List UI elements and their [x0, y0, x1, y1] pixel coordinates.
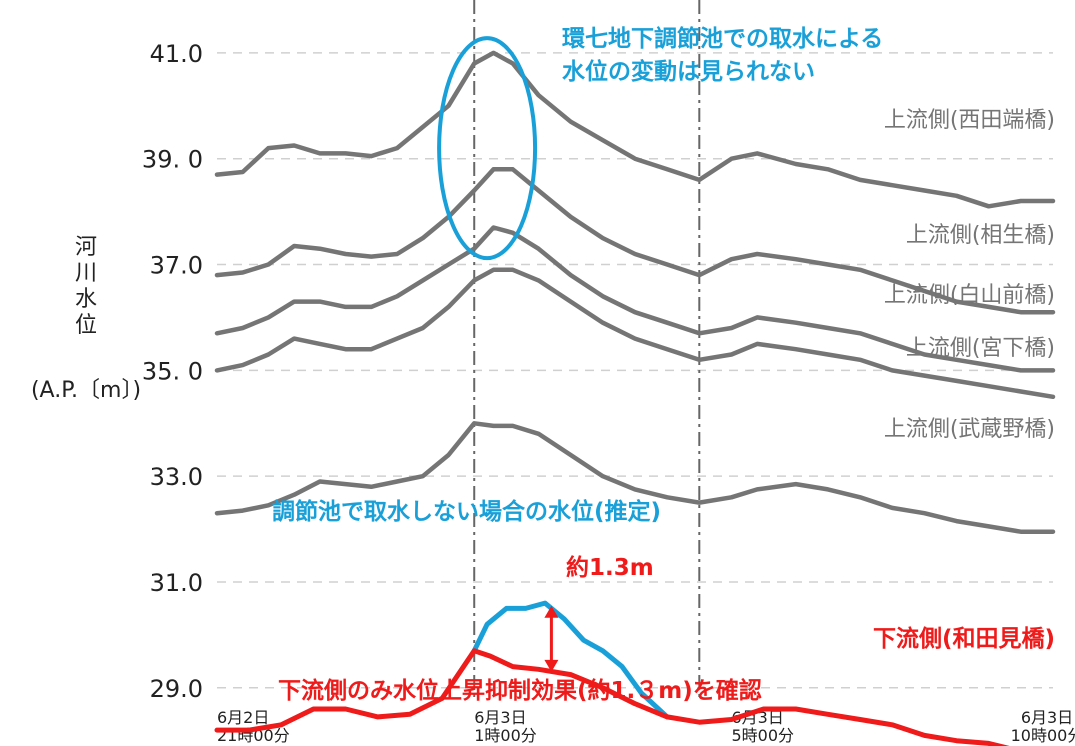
series-label: 下流側(和田見橋): [873, 625, 1055, 652]
top-note: 環七地下調節池での取水による: [562, 25, 883, 52]
delta-label: 約1.3m: [566, 554, 654, 581]
top-note: 水位の変動は見られない: [562, 58, 815, 85]
x-tick-label: 10時00分: [1011, 726, 1075, 745]
estimate-note: 調節池で取水しない場合の水位(推定): [272, 498, 661, 525]
x-tick-label: 5時00分: [731, 726, 794, 745]
y-tick-label: 31.0: [150, 569, 203, 597]
y-tick-label: 39. 0: [142, 146, 203, 174]
highlight-ellipse: [437, 36, 538, 261]
y-axis-label-char: 位: [75, 313, 97, 338]
series-label: 上流側(宮下橋): [906, 336, 1055, 361]
difference-arrow: [544, 605, 559, 672]
y-tick-label: 33.0: [150, 463, 203, 491]
series-label: 上流側(西田端橋): [884, 108, 1055, 133]
series-line: [214, 50, 1056, 209]
annotations: 環七地下調節池での取水による 水位の変動は見られない 調節池で取水しない場合の水…: [272, 25, 883, 704]
y-tick-label: 41.0: [150, 40, 203, 68]
series-line: [214, 225, 1056, 373]
y-axis-label-char: 水: [75, 287, 97, 312]
bottom-note: 下流側のみ水位上昇抑制効果(約1.３m)を確認: [278, 677, 762, 704]
x-tick-labels: 6月2日21時00分6月3日1時00分6月3日5時00分6月3日10時00分: [217, 708, 1075, 745]
y-tick-label: 29.0: [150, 675, 203, 703]
reference-lines: [473, 0, 701, 700]
series-label: 上流側(相生橋): [906, 223, 1055, 248]
series-line: [214, 167, 1056, 315]
series-line: [214, 648, 1010, 746]
x-tick-label: 6月3日: [474, 708, 526, 727]
y-axis-label-char: 河: [75, 235, 97, 260]
y-axis-label-char: 川: [75, 261, 97, 286]
y-axis-label: 河 川 水 位 (A.P.〔m〕): [31, 235, 141, 403]
gridlines: [217, 52, 1053, 689]
x-tick-label: 6月2日: [217, 708, 269, 727]
series-line: [214, 421, 1056, 534]
estimate-series-line: [471, 600, 670, 720]
x-tick-label: 6月3日: [1021, 708, 1073, 727]
y-axis-unit: (A.P.〔m〕): [31, 378, 141, 403]
series-label: 上流側(武蔵野橋): [884, 417, 1055, 442]
series-lines: [214, 50, 1056, 746]
y-tick-labels: 41.0 39. 0 37.0 35. 0 33.0 31.0 29.0: [142, 40, 203, 703]
series-label: 上流側(白山前橋): [884, 283, 1055, 308]
series-labels: 上流側(西田端橋) 上流側(相生橋) 上流側(白山前橋) 上流側(宮下橋) 上流…: [873, 108, 1055, 652]
series-line: [214, 267, 1056, 400]
x-tick-label: 1時00分: [474, 726, 537, 745]
y-tick-label: 35. 0: [142, 357, 203, 385]
y-tick-label: 37.0: [150, 252, 203, 280]
